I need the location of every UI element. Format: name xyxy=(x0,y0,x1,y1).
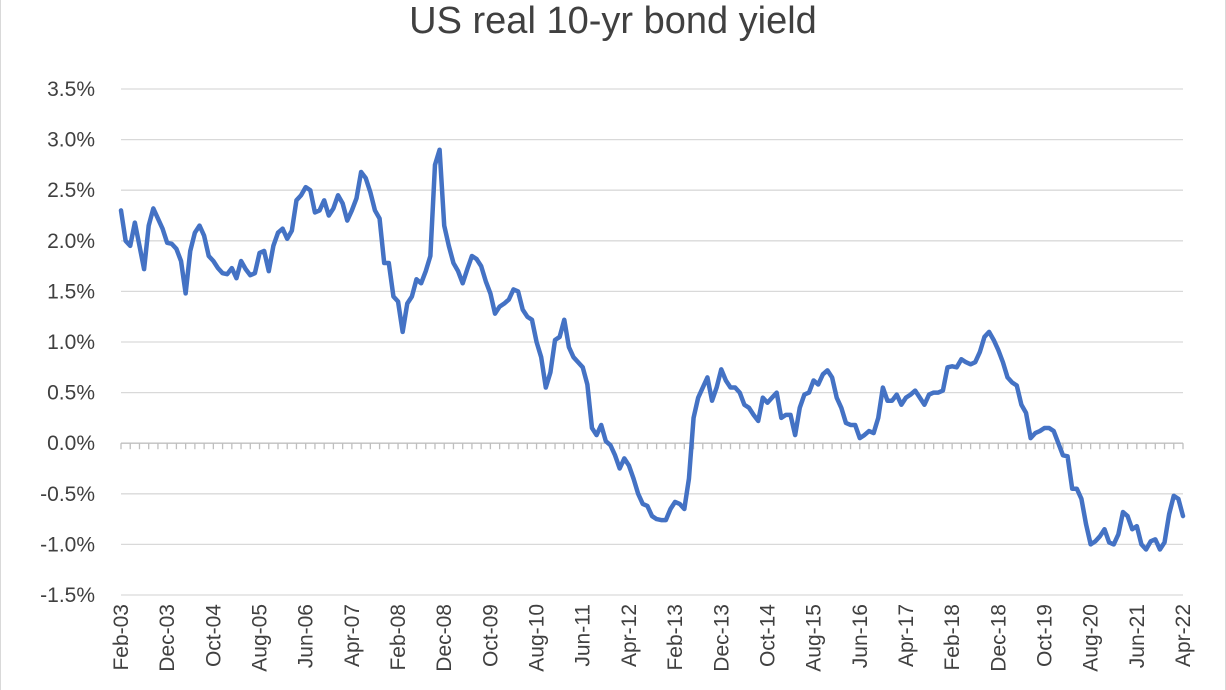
x-tick-label: Feb-13 xyxy=(664,604,687,671)
x-tick-label: Dec-13 xyxy=(710,604,733,672)
x-tick-label: Feb-03 xyxy=(110,604,133,671)
chart-title: US real 10-yr bond yield xyxy=(409,0,817,42)
x-tick-label: Jun-11 xyxy=(572,604,595,667)
x-axis xyxy=(120,442,1184,450)
x-tick-label: Apr-17 xyxy=(895,604,918,667)
series-line xyxy=(118,147,1186,552)
y-tick-label: 2.5% xyxy=(47,179,95,202)
x-tick-label: Oct-09 xyxy=(479,604,502,667)
x-tick-label: Aug-10 xyxy=(526,604,549,672)
x-tick-label: Dec-08 xyxy=(433,604,456,672)
x-tick-label: Feb-18 xyxy=(941,604,964,671)
x-tick-label: Jun-06 xyxy=(295,604,318,668)
y-axis-tick-labels: -1.5% -1.0% -0.5% 0.0% 0.5% 1.0% 1.5% 2.0% 2.5% 3… xyxy=(40,78,95,607)
x-tick-label: Apr-22 xyxy=(1172,604,1195,667)
y-tick-label: 0.0% xyxy=(47,432,95,455)
y-tick-label: -0.5% xyxy=(40,483,95,506)
x-tick-label: Jun-21 xyxy=(1126,604,1149,668)
y-tick-label: 3.0% xyxy=(47,129,95,152)
x-tick-label: Apr-12 xyxy=(618,604,641,667)
x-tick-label: Aug-15 xyxy=(803,604,826,672)
y-tick-label: -1.5% xyxy=(40,584,95,607)
x-tick-label: Dec-18 xyxy=(987,604,1010,672)
x-tick-label: Oct-04 xyxy=(202,604,225,667)
y-tick-label: 0.5% xyxy=(47,382,95,405)
y-tick-label: 1.0% xyxy=(47,331,95,354)
x-tick-label: Oct-19 xyxy=(1033,604,1056,667)
x-tick-label: Jun-16 xyxy=(849,604,872,668)
x-tick-label: Feb-08 xyxy=(387,604,410,671)
series-layer xyxy=(118,147,1186,552)
x-tick-label: Aug-05 xyxy=(249,604,272,672)
y-tick-label: 1.5% xyxy=(47,280,95,303)
x-axis-tick-labels: Feb-03 Dec-03 Oct-04 Aug-05 Jun-06 Apr-07 Feb-… xyxy=(110,604,1195,672)
y-tick-label: 2.0% xyxy=(47,230,95,253)
x-tick-label: Aug-20 xyxy=(1080,604,1103,672)
y-tick-label: -1.0% xyxy=(40,533,95,556)
y-tick-label: 3.5% xyxy=(47,78,95,101)
x-tick-label: Apr-07 xyxy=(341,604,364,667)
x-tick-label: Oct-14 xyxy=(756,604,779,667)
x-tick-label: Dec-03 xyxy=(156,604,179,672)
gridlines xyxy=(121,88,1183,596)
